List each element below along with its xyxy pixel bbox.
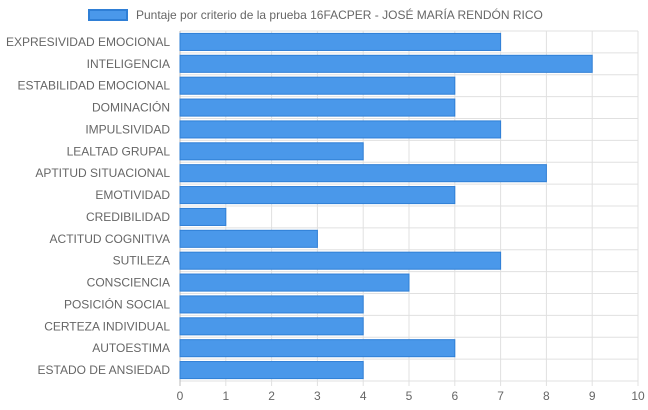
category-label: POSICIÓN SOCIAL	[64, 296, 170, 311]
x-tick-label: 0	[177, 389, 184, 403]
bar[interactable]	[179, 207, 227, 226]
x-tick-label: 5	[406, 389, 413, 403]
x-tick-label: 7	[497, 389, 504, 403]
chart-legend[interactable]: Puntaje por criterio de la prueba 16FACP…	[88, 5, 543, 25]
bar[interactable]	[179, 273, 410, 292]
category-label: INTELIGENCIA	[87, 57, 170, 71]
category-label: APTITUD SITUACIONAL	[35, 166, 170, 180]
bar[interactable]	[179, 229, 318, 248]
x-tick-label: 3	[314, 389, 321, 403]
bar[interactable]	[179, 54, 593, 73]
bar[interactable]	[179, 32, 502, 51]
bar[interactable]	[179, 295, 364, 314]
x-tick-label: 8	[543, 389, 550, 403]
legend-swatch	[88, 9, 128, 21]
bar[interactable]	[179, 317, 364, 336]
x-tick-label: 2	[268, 389, 275, 403]
category-label: AUTOESTIMA	[92, 341, 170, 355]
bar[interactable]	[179, 361, 364, 380]
x-tick-label: 6	[451, 389, 458, 403]
category-label: CERTEZA INDIVIDUAL	[44, 319, 170, 333]
bar[interactable]	[179, 251, 502, 270]
x-tick-label: 4	[360, 389, 367, 403]
bars-layer	[179, 32, 593, 380]
bar[interactable]	[179, 76, 456, 95]
category-label: ESTADO DE ANSIEDAD	[38, 363, 171, 377]
bar[interactable]	[179, 98, 456, 117]
legend-label: Puntaje por criterio de la prueba 16FACP…	[136, 8, 543, 22]
category-label: LEALTAD GRUPAL	[67, 144, 171, 158]
category-label: DOMINACIÓN	[92, 100, 170, 115]
category-label: CREDIBILIDAD	[86, 210, 170, 224]
x-tick-label: 10	[631, 389, 645, 403]
category-label: SUTILEZA	[113, 254, 170, 268]
bar[interactable]	[179, 339, 456, 358]
x-tick-label: 9	[589, 389, 596, 403]
category-label: EXPRESIVIDAD EMOCIONAL	[6, 35, 170, 49]
x-tick-label: 1	[222, 389, 229, 403]
category-label: CONSCIENCIA	[87, 276, 170, 290]
category-label: ESTABILIDAD EMOCIONAL	[18, 79, 171, 93]
category-label: IMPULSIVIDAD	[85, 122, 170, 136]
category-label: EMOTIVIDAD	[95, 188, 170, 202]
bar[interactable]	[179, 164, 547, 183]
bar[interactable]	[179, 142, 364, 161]
bar[interactable]	[179, 120, 502, 139]
labels-layer: 0 1 2 3 4 5 6 7 8 9 10 EXPRESIVIDAD EMOCIONAL INTELI…	[6, 35, 645, 403]
bar[interactable]	[179, 186, 456, 205]
category-label: ACTITUD COGNITIVA	[50, 232, 170, 246]
